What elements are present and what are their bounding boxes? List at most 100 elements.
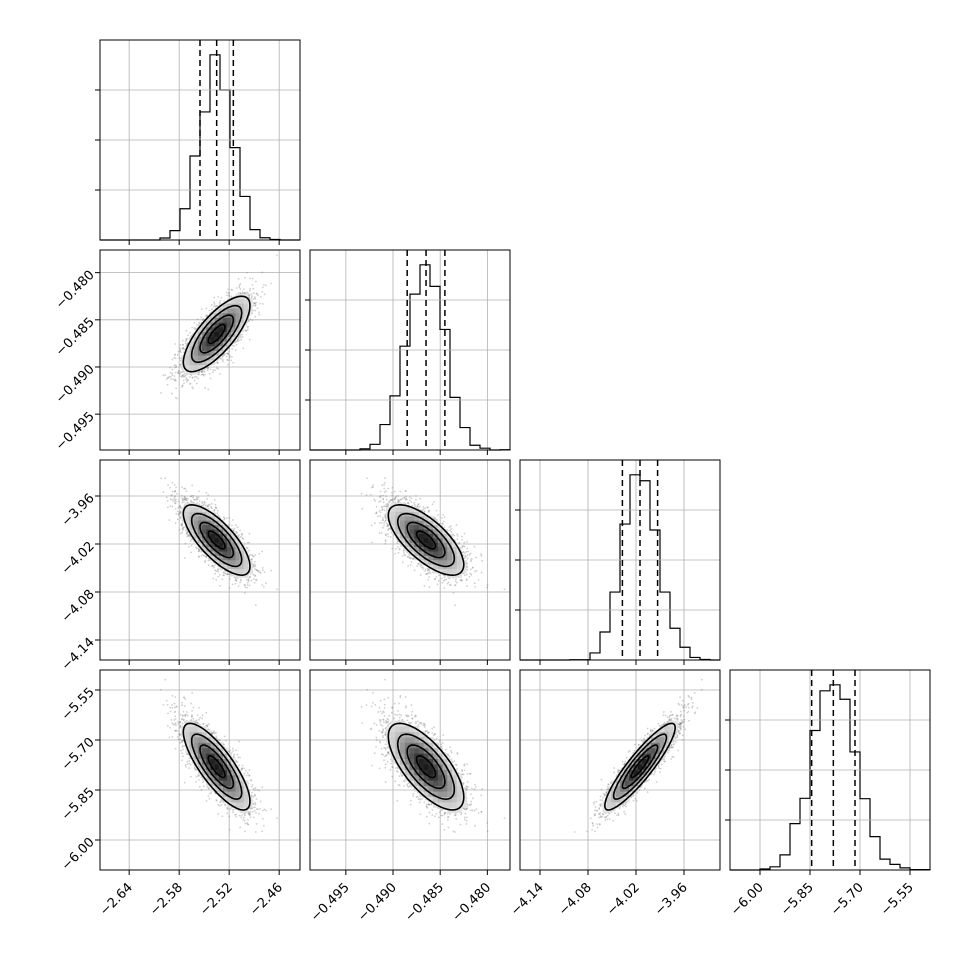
density-cell	[214, 331, 220, 337]
sample-point	[219, 585, 221, 587]
density-cell	[227, 317, 232, 323]
sample-point	[221, 578, 224, 581]
sample-point	[263, 293, 266, 296]
sample-point	[179, 371, 182, 373]
sample-point	[231, 348, 234, 350]
sample-point	[181, 494, 183, 497]
sample-point	[200, 373, 203, 376]
sample-point	[186, 380, 188, 383]
sample-point	[249, 287, 251, 290]
sample-point	[242, 288, 245, 291]
sample-point	[220, 358, 223, 360]
sample-point	[203, 370, 206, 373]
sample-point	[239, 283, 242, 285]
sample-point	[216, 361, 219, 364]
sample-point	[254, 296, 256, 298]
sample-point	[242, 347, 245, 350]
sample-point	[188, 375, 191, 378]
sample-point	[193, 376, 196, 378]
sample-point	[182, 379, 185, 382]
sample-point	[238, 284, 241, 287]
sample-point	[181, 531, 183, 534]
sample-point	[228, 356, 231, 359]
sample-point	[239, 581, 241, 584]
sample-point	[185, 339, 188, 342]
sample-point	[253, 581, 256, 584]
density-cell	[202, 341, 207, 347]
sample-point	[231, 289, 234, 292]
sample-point	[212, 369, 215, 371]
sample-point	[174, 366, 176, 369]
sample-point	[249, 277, 252, 280]
density-cell	[210, 336, 216, 342]
sample-point	[182, 348, 184, 351]
sample-point	[172, 378, 175, 381]
sample-point	[185, 338, 188, 341]
sample-point	[192, 496, 194, 499]
sample-point	[230, 359, 233, 362]
sample-point	[207, 507, 210, 510]
sample-point	[217, 295, 220, 298]
sample-point	[217, 570, 220, 573]
sample-point	[251, 295, 253, 297]
sample-point	[191, 386, 194, 388]
sample-point	[179, 517, 182, 520]
sample-point	[250, 296, 253, 299]
sample-point	[176, 371, 179, 374]
panel-1-0: −0.495−0.490−0.485−0.480	[53, 249, 301, 455]
sample-point	[250, 579, 253, 582]
y-tick-label: −0.480	[53, 268, 98, 313]
sample-point	[254, 304, 257, 307]
sample-point	[259, 295, 262, 298]
sample-point	[226, 359, 229, 362]
sample-point	[189, 382, 192, 385]
sample-point	[176, 510, 179, 513]
sample-point	[181, 339, 184, 342]
sample-point	[169, 371, 172, 374]
sample-point	[229, 575, 232, 577]
sample-point	[254, 302, 256, 305]
sample-point	[190, 544, 193, 547]
sample-point	[235, 287, 238, 289]
sample-point	[186, 378, 189, 381]
sample-point	[248, 338, 251, 341]
sample-point	[185, 337, 188, 340]
sample-point	[197, 555, 200, 558]
sample-point	[178, 528, 181, 531]
sample-point	[193, 327, 196, 329]
sample-point	[204, 504, 207, 507]
sample-point	[229, 578, 231, 580]
sample-point	[231, 344, 234, 347]
sample-point	[176, 353, 179, 356]
sample-point	[222, 574, 225, 577]
sample-point	[255, 280, 257, 283]
sample-point	[237, 277, 240, 280]
sample-point	[160, 392, 162, 394]
sample-point	[232, 574, 234, 577]
sample-point	[261, 286, 264, 289]
sample-point	[179, 510, 182, 513]
sample-point	[225, 352, 228, 355]
sample-point	[246, 271, 248, 274]
sample-point	[195, 376, 198, 378]
sample-point	[198, 322, 201, 325]
sample-point	[206, 497, 209, 500]
sample-point	[228, 294, 231, 297]
sample-point	[233, 527, 236, 530]
density-cell	[218, 326, 224, 333]
density-cell	[235, 298, 241, 304]
sample-point	[175, 364, 177, 367]
sample-point	[178, 357, 181, 359]
sample-point	[197, 324, 200, 327]
sample-point	[261, 290, 264, 293]
sample-point	[227, 288, 230, 291]
sample-point	[190, 551, 192, 554]
sample-point	[179, 350, 182, 353]
sample-point	[174, 357, 177, 360]
density-cell	[243, 303, 249, 309]
sample-point	[252, 297, 255, 300]
sample-point	[251, 277, 254, 280]
sample-point	[237, 291, 240, 294]
sample-point	[170, 378, 173, 381]
sample-point	[230, 295, 233, 298]
